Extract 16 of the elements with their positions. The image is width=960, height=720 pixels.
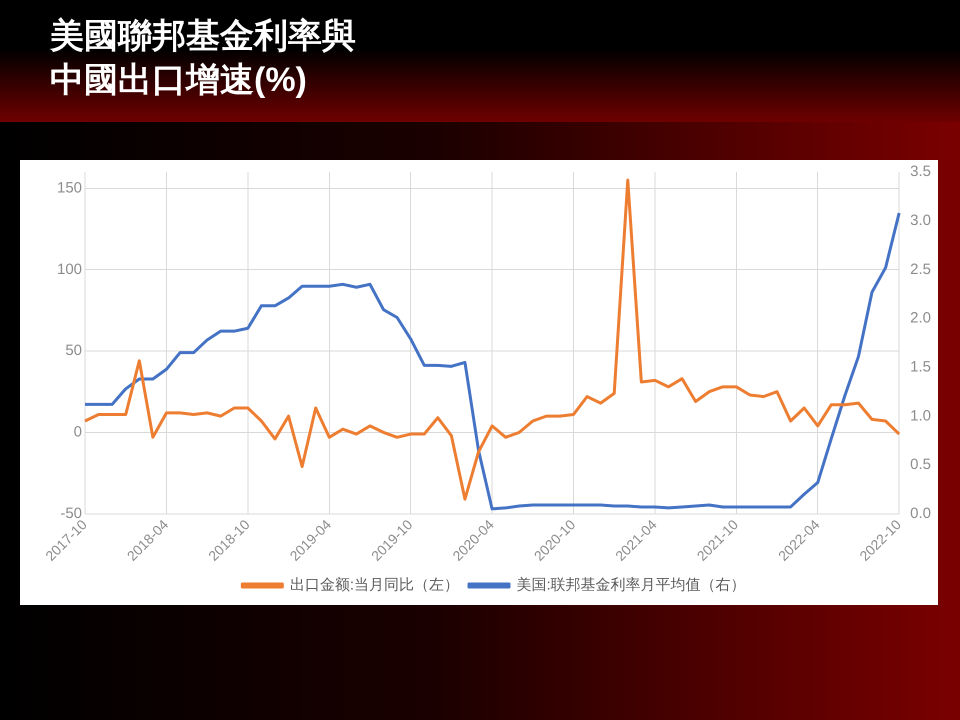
y2-tick-label: 0.0 bbox=[910, 504, 932, 522]
y-tick-label: 100 bbox=[56, 260, 82, 278]
y2-tick-label: 3.5 bbox=[910, 163, 932, 180]
legend-label: 出口金额:当月同比（左） bbox=[290, 576, 460, 594]
y2-tick-label: 2.0 bbox=[910, 310, 932, 327]
legend-label: 美国:联邦基金利率月平均值（右） bbox=[516, 576, 746, 594]
y2-tick-label: 0.5 bbox=[910, 456, 932, 474]
y-tick-label: 0 bbox=[74, 424, 82, 441]
y-tick-label: 150 bbox=[56, 179, 82, 196]
y2-tick-label: 1.0 bbox=[910, 407, 932, 424]
y2-tick-label: 3.0 bbox=[910, 212, 932, 229]
chart-title: 美國聯邦基金利率與中國出口增速(%) bbox=[50, 16, 357, 101]
y-tick-label: 50 bbox=[65, 342, 82, 360]
y2-tick-label: 2.5 bbox=[910, 260, 932, 278]
y-tick-label: -50 bbox=[60, 504, 82, 522]
y2-tick-label: 1.5 bbox=[910, 358, 932, 376]
